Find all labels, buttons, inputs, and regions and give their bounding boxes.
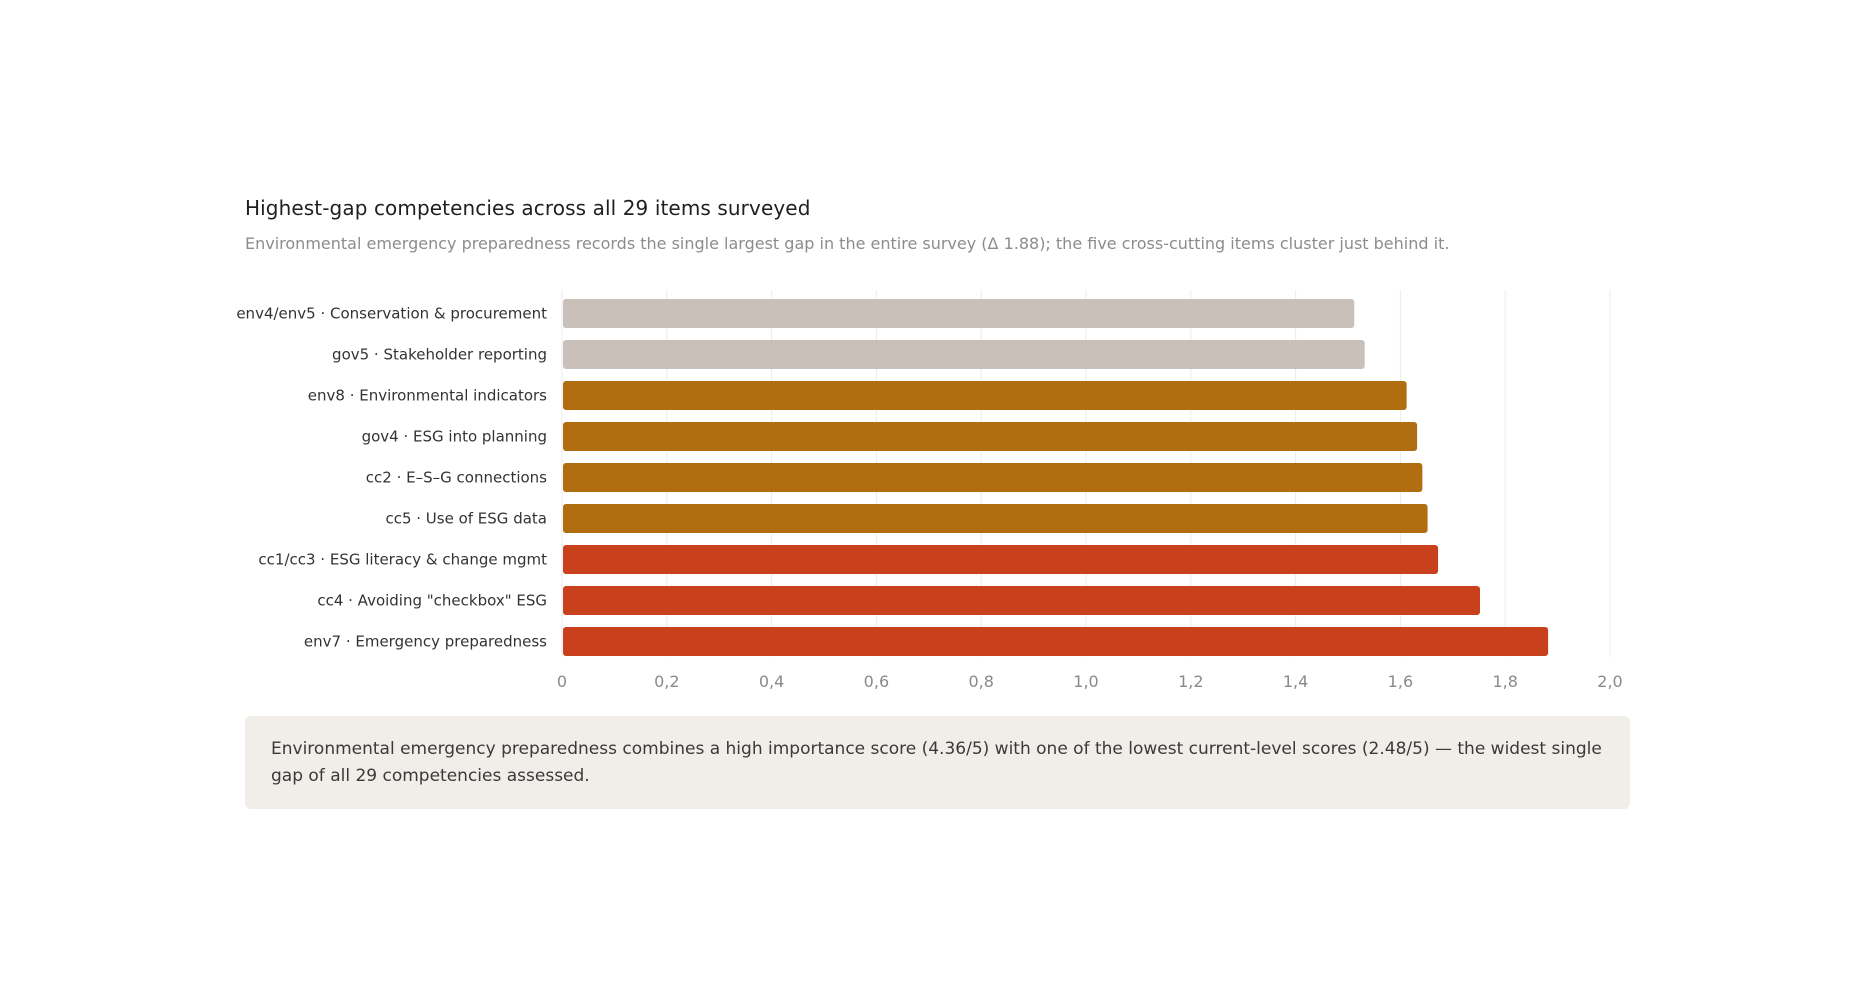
chart-title: Highest-gap competencies across all 29 i… (245, 196, 811, 220)
x-tick-label: 1,2 (1178, 672, 1203, 691)
x-tick-label: 1,6 (1388, 672, 1413, 691)
bar-chart: env4/env5 · Conservation & procurement go… (236, 290, 1623, 691)
x-tick-label: 2,0 (1597, 672, 1622, 691)
bar (563, 340, 1365, 369)
x-tick-label: 0,2 (654, 672, 679, 691)
bar (563, 299, 1355, 328)
bar (563, 463, 1423, 492)
category-label: cc1/cc3 · ESG literacy & change mgmt (258, 551, 547, 569)
bar (563, 422, 1418, 451)
x-axis-ticks: 0 0,2 0,4 0,6 0,8 1,0 1,2 1,4 1,6 1,8 2,0 (557, 672, 1623, 691)
category-label: cc2 · E–S–G connections (366, 469, 547, 487)
x-tick-label: 0,4 (759, 672, 784, 691)
insight-note: Environmental emergency preparedness com… (245, 716, 1630, 809)
x-tick-label: 1,8 (1492, 672, 1517, 691)
category-label: gov4 · ESG into planning (362, 428, 547, 446)
category-label: env8 · Environmental indicators (308, 387, 547, 405)
bar (563, 545, 1439, 574)
x-tick-label: 0 (557, 672, 567, 691)
category-label: cc5 · Use of ESG data (385, 510, 547, 528)
category-label: gov5 · Stakeholder reporting (332, 346, 547, 364)
chart-subtitle: Environmental emergency preparedness rec… (245, 234, 1450, 253)
bar (563, 381, 1407, 410)
x-tick-label: 0,6 (864, 672, 889, 691)
x-tick-label: 1,0 (1073, 672, 1098, 691)
x-tick-label: 0,8 (968, 672, 993, 691)
bar (563, 586, 1480, 615)
bar (563, 504, 1428, 533)
category-label: env7 · Emergency preparedness (304, 633, 547, 651)
bars (563, 299, 1549, 656)
category-labels: env4/env5 · Conservation & procurement go… (236, 305, 547, 651)
bar (563, 627, 1549, 656)
x-tick-label: 1,4 (1283, 672, 1308, 691)
category-label: cc4 · Avoiding "checkbox" ESG (317, 592, 547, 610)
category-label: env4/env5 · Conservation & procurement (236, 305, 547, 323)
